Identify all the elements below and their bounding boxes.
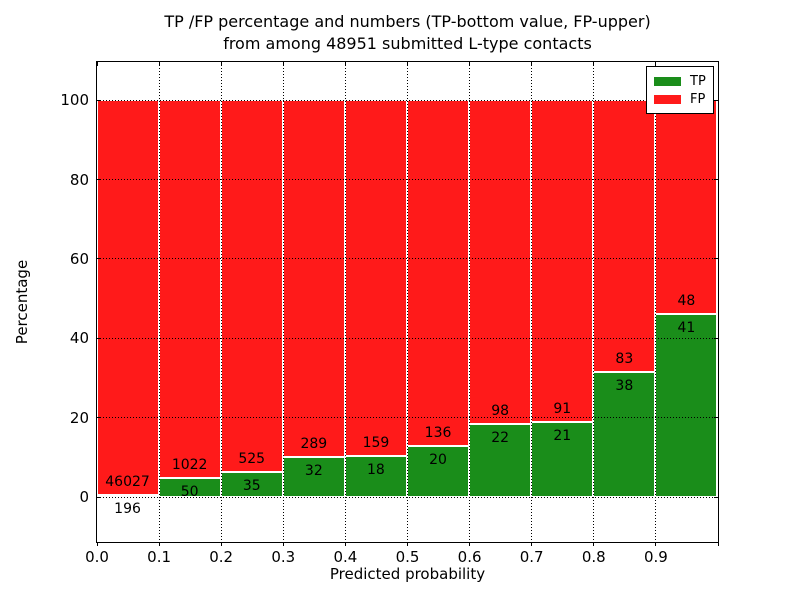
x-tick (531, 542, 533, 546)
tp-count-label: 50 (180, 484, 199, 501)
x-tick-label: 0.0 (85, 548, 109, 566)
x-gridline (655, 61, 657, 542)
fp-count-label: 136 (424, 424, 452, 441)
fp-count-label: 83 (615, 350, 634, 367)
x-tick-label: 0.3 (271, 548, 296, 566)
x-tick (717, 542, 719, 546)
fp-count-label: 48 (677, 292, 696, 309)
plot-area: 46027 196 1022 50 525 35 289 32 159 18 136 20 98 22 91… (95, 60, 719, 543)
fp-bar (344, 99, 407, 457)
x-gridline (407, 61, 408, 542)
fp-bar (531, 99, 594, 423)
fp-count-label: 289 (300, 436, 328, 453)
tp-count-label: 20 (429, 451, 447, 468)
legend-swatch-fp-icon (654, 94, 681, 104)
tp-count-label: 41 (677, 319, 696, 336)
fp-bar (593, 99, 656, 372)
tp-count-label: 21 (553, 428, 572, 445)
legend-label-fp: FP (690, 91, 706, 107)
y-axis-label: Percentage (13, 259, 31, 345)
y-tick-label: 60 (69, 249, 89, 268)
tp-bar (96, 494, 159, 497)
tp-bar (282, 457, 345, 497)
x-tick-label: 0.5 (395, 548, 420, 566)
fp-bar (469, 99, 532, 424)
chart-title-line1: TP /FP percentage and numbers (TP-bottom… (164, 12, 651, 31)
x-tick-label: 0.8 (581, 548, 606, 566)
x-tick (593, 542, 595, 546)
x-gridline (158, 61, 160, 542)
x-tick (282, 542, 284, 546)
fp-bar (96, 99, 159, 495)
x-tick (344, 542, 346, 546)
fp-bar (655, 99, 718, 314)
x-tick (407, 542, 408, 546)
x-tick-label: 0.6 (457, 548, 482, 566)
fp-bar (282, 99, 345, 458)
x-tick-label: 0.2 (209, 548, 234, 566)
chart-title-line2: from among 48951 submitted L-type contac… (223, 34, 592, 53)
x-tick (655, 542, 657, 546)
x-tick-label: 0.1 (147, 548, 172, 566)
x-gridline (531, 61, 533, 542)
legend: TP FP (646, 66, 714, 114)
x-tick (158, 542, 160, 546)
x-gridline (593, 61, 595, 542)
x-tick (717, 62, 719, 66)
tp-bar (220, 471, 283, 497)
tp-count-label: 196 (114, 500, 141, 517)
tp-count-label: 32 (304, 463, 323, 480)
x-tick-label: 0.7 (519, 548, 544, 566)
x-tick (220, 542, 222, 546)
fp-count-label: 525 (238, 450, 266, 467)
x-tick (96, 542, 98, 546)
tp-count-label: 22 (491, 429, 510, 446)
x-tick (96, 62, 98, 66)
fp-count-label: 46027 (105, 473, 150, 490)
fp-bar (407, 99, 470, 446)
legend-label-tp: TP (690, 73, 706, 89)
fp-count-label: 159 (362, 435, 390, 452)
fp-bar (158, 99, 221, 479)
x-gridline (220, 61, 222, 542)
tp-count-label: 38 (615, 377, 634, 394)
fp-count-label: 91 (553, 401, 572, 418)
x-axis-label: Predicted probability (329, 565, 486, 583)
x-gridline (344, 61, 346, 542)
x-gridline (282, 61, 284, 542)
x-gridline (469, 61, 471, 542)
legend-swatch-tp-icon (654, 76, 681, 86)
y-tick-label: 40 (69, 329, 89, 348)
fp-count-label: 98 (491, 402, 510, 419)
legend-item-fp: FP (654, 93, 713, 106)
y-tick-label: 100 (60, 91, 89, 110)
x-tick-label: 0.4 (333, 548, 358, 566)
y-tick-label: 80 (69, 170, 89, 189)
y-tick-label: 20 (69, 408, 89, 427)
x-tick (469, 542, 471, 546)
tp-count-label: 18 (367, 462, 385, 479)
y-tick-label: 0 (79, 488, 89, 507)
tp-bar (655, 313, 718, 497)
x-tick-label: 0.9 (643, 548, 668, 566)
legend-item-tp: TP (654, 75, 713, 88)
tp-count-label: 35 (242, 477, 261, 494)
fp-bar (220, 99, 283, 472)
fp-count-label: 1022 (171, 457, 208, 474)
